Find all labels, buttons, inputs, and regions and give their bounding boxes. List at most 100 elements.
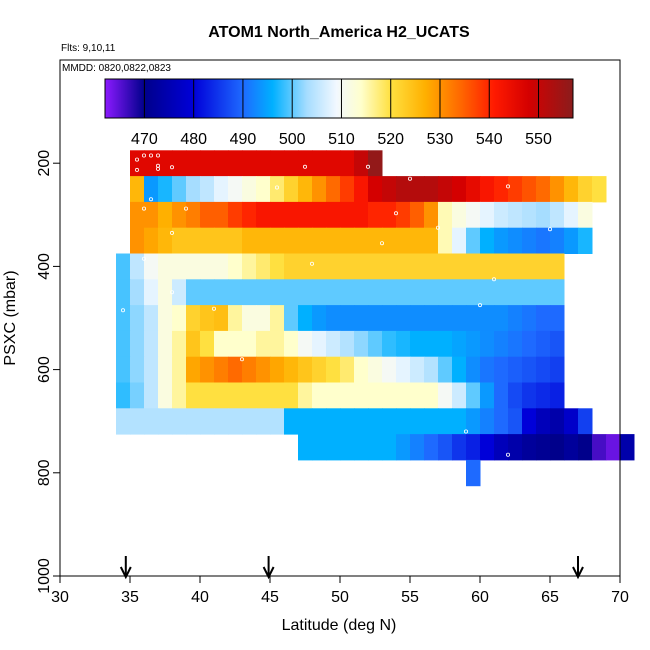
y-tick-label: 400 [36, 253, 53, 280]
heatmap-cell [354, 356, 369, 383]
heatmap-cell [480, 253, 495, 280]
heatmap-cell [256, 382, 271, 409]
heatmap-cell [130, 253, 145, 280]
sample-point [505, 184, 510, 189]
heatmap-cell [130, 279, 145, 306]
heatmap-cell [354, 201, 369, 229]
heatmap-cell [116, 305, 131, 332]
heatmap-cell [410, 434, 425, 461]
heatmap-cell [382, 356, 397, 383]
sample-point [148, 197, 153, 202]
heatmap-cell [284, 356, 299, 383]
heatmap-cell [578, 434, 593, 461]
heatmap-cell [116, 330, 131, 358]
heatmap-cell [438, 201, 453, 229]
heatmap-cell [270, 227, 285, 254]
heatmap-cell [536, 356, 551, 383]
heatmap-cell [270, 201, 285, 229]
heatmap-cell [466, 356, 481, 383]
heatmap-cell [284, 227, 299, 254]
heatmap-cell [340, 227, 355, 254]
heatmap-cell [242, 150, 257, 177]
sample-point [548, 468, 553, 473]
heatmap-cell [522, 408, 537, 435]
heatmap-cell [438, 279, 453, 306]
heatmap-cell [214, 227, 229, 254]
heatmap-cell [508, 227, 523, 254]
sample-point [134, 167, 139, 172]
heatmap-cell [144, 382, 159, 409]
heatmap-cell [172, 176, 187, 203]
heatmap-cell [158, 201, 173, 229]
y-axis: 200 400 600 800 1000 [36, 150, 60, 594]
heatmap-cell [368, 253, 383, 280]
heatmap-cell [228, 150, 243, 177]
heatmap-cell [256, 356, 271, 383]
heatmap-cell [424, 305, 439, 332]
heatmap-cell [326, 279, 341, 306]
heatmap-cell [466, 227, 481, 254]
heatmap-cell [200, 408, 215, 435]
heatmap-cell [326, 227, 341, 254]
heatmap-cell [284, 279, 299, 306]
heatmap-cell [368, 382, 383, 409]
heatmap-cell [340, 330, 355, 358]
heatmap-cell [466, 408, 481, 435]
y-tick-label: 200 [36, 150, 53, 177]
heatmap-cell [550, 356, 565, 383]
heatmap-cell [382, 382, 397, 409]
heatmap-cell [466, 176, 481, 203]
heatmap-cell [508, 382, 523, 409]
sample-point [274, 185, 279, 190]
heatmap-cell [382, 253, 397, 280]
sample-point [365, 164, 370, 169]
heatmap-cell [508, 434, 523, 461]
heatmap-cell [564, 434, 579, 461]
heatmap-cell [144, 150, 159, 177]
heatmap-cell [242, 279, 257, 306]
heatmap-cell [340, 434, 355, 461]
heatmap-cell [438, 382, 453, 409]
heatmap-cell [326, 150, 341, 177]
heatmap-cell [200, 253, 215, 280]
heatmap-cell [438, 434, 453, 461]
heatmap-cell [158, 330, 173, 358]
heatmap-cell [214, 382, 229, 409]
sample-point [435, 161, 440, 166]
chart-title: ATOM1 North_America H2_UCATS [208, 24, 470, 41]
sample-point [211, 306, 216, 311]
heatmap-cell [144, 305, 159, 332]
heatmap-cell [298, 408, 313, 435]
heatmap-cell [410, 330, 425, 358]
heatmap-cell [214, 176, 229, 203]
colorbar-tick-label: 500 [279, 131, 306, 148]
heatmap-cell [200, 176, 215, 203]
heatmap-cell [270, 279, 285, 306]
heatmap-cell [340, 382, 355, 409]
heatmap-cell [452, 201, 467, 229]
heatmap-cell [550, 279, 565, 306]
heatmap-cell [354, 382, 369, 409]
heatmap-cell [298, 382, 313, 409]
colorbar-tick-label: 470 [131, 131, 158, 148]
heatmap-cell [116, 253, 131, 280]
heatmap-cell [354, 305, 369, 332]
heatmap-cell [452, 253, 467, 280]
heatmap-cell [228, 408, 243, 435]
down-arrow-icon [262, 556, 275, 580]
heatmap-cell [256, 201, 271, 229]
heatmap-cell [564, 176, 579, 203]
heatmap-cell [242, 330, 257, 358]
heatmap-cell [270, 382, 285, 409]
heatmap-cell [228, 382, 243, 409]
heatmap-cell [564, 408, 579, 435]
heatmap-cell [536, 201, 551, 229]
heatmap-cell [522, 227, 537, 254]
heatmap-cell [242, 305, 257, 332]
heatmap-cell [200, 279, 215, 306]
heatmap-cell [242, 201, 257, 229]
down-arrow-icon [572, 556, 584, 580]
heatmap-cell [354, 434, 369, 461]
heatmap-cell [186, 201, 201, 229]
heatmap-cell [410, 305, 425, 332]
